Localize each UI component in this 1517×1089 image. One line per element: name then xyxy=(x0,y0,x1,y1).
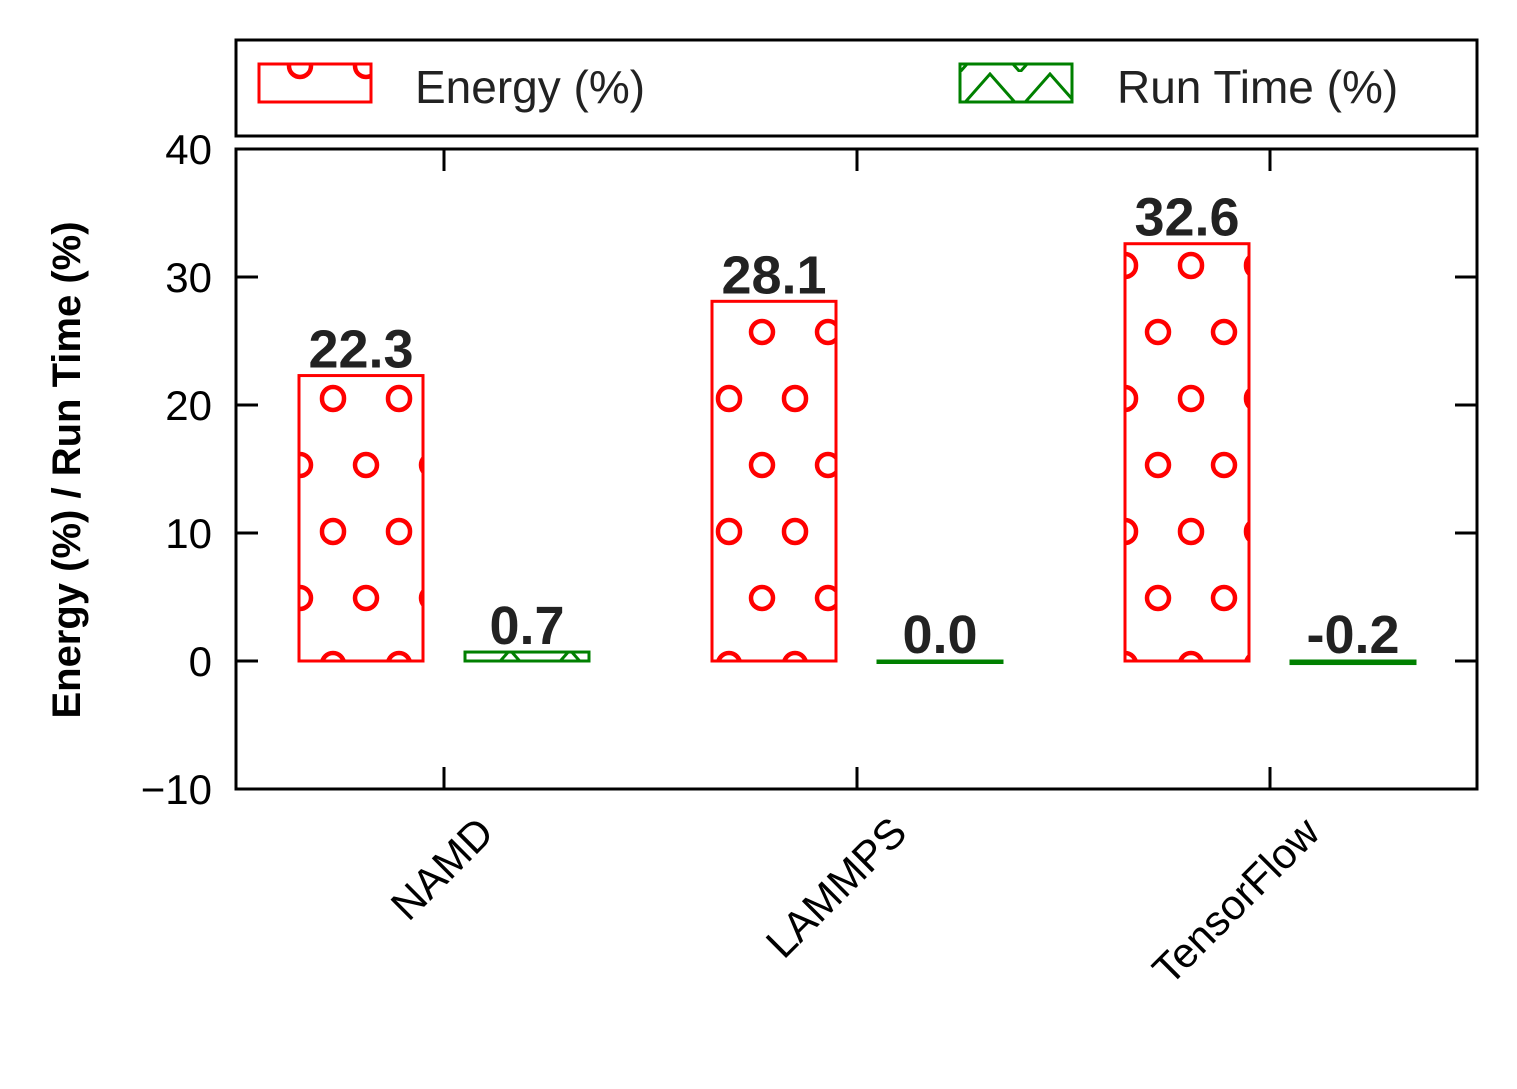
data-label-energy-tensorflow: 32.6 xyxy=(1134,188,1239,248)
data-label-energy-lammps: 28.1 xyxy=(721,245,826,305)
legend-label-runtime: Run Time (%) xyxy=(1117,61,1398,113)
bar-runtime-namd xyxy=(463,650,591,663)
value-labels: 22.3 28.1 32.6 0.7 0.0 -0.2 xyxy=(308,188,1399,665)
y-axis-label: Energy (%) / Run Time (%) xyxy=(45,221,89,718)
legend-frame xyxy=(234,38,1479,138)
data-label-runtime-namd: 0.7 xyxy=(489,596,564,656)
legend: Energy (%) Run Time (%) xyxy=(234,38,1479,138)
y-tick-label: 30 xyxy=(165,254,212,301)
y-tick-label: 10 xyxy=(165,510,212,557)
x-tick-label: NAMD xyxy=(382,808,503,929)
y-tick-label: 20 xyxy=(165,382,212,429)
data-label-runtime-tensorflow: -0.2 xyxy=(1306,605,1399,665)
legend-label-energy: Energy (%) xyxy=(415,61,645,113)
bars xyxy=(297,242,1417,666)
legend-swatch-runtime xyxy=(958,62,1074,104)
bar-energy-lammps xyxy=(710,299,838,663)
data-label-energy-namd: 22.3 xyxy=(308,320,413,380)
x-tick-label: LAMMPS xyxy=(757,808,916,967)
y-tick-label: 40 xyxy=(165,126,212,173)
plot-frame xyxy=(234,147,1479,791)
data-label-runtime-lammps: 0.0 xyxy=(902,605,977,665)
legend-swatch-energy xyxy=(257,62,373,104)
y-axis: −10 0 10 20 30 40 xyxy=(141,126,1477,813)
bar-runtime-tensorflow xyxy=(1289,659,1417,666)
y-tick-label: −10 xyxy=(141,766,212,813)
bar-energy-tensorflow xyxy=(1123,242,1251,663)
bar-energy-namd xyxy=(297,374,425,663)
x-tick-label: TensorFlow xyxy=(1143,808,1329,994)
bar-runtime-lammps xyxy=(876,659,1004,664)
plot-area: 22.3 28.1 32.6 0.7 0.0 -0.2 −10 0 10 20 30 40 NAMD… xyxy=(141,126,1479,994)
y-tick-label: 0 xyxy=(189,638,212,685)
